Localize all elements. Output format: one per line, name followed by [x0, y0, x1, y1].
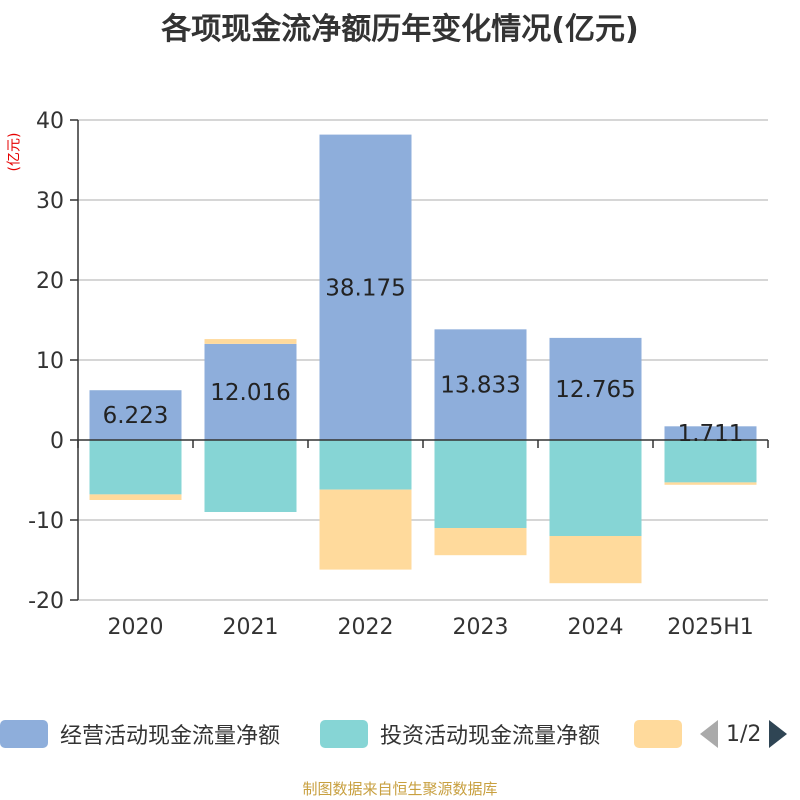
y-tick-label: 40	[36, 109, 64, 134]
bar-2024-series-0[interactable]	[549, 337, 642, 440]
bar-2020-series-2[interactable]	[89, 494, 182, 500]
grid-lines	[78, 119, 768, 601]
bar-2025H1-series-1[interactable]	[664, 440, 757, 483]
bar-2022-series-0[interactable]	[319, 134, 412, 440]
x-tick-label: 2025H1	[667, 615, 754, 640]
legend-item-operating[interactable]: 经营活动现金流量净额	[0, 716, 280, 752]
x-tick-label: 2021	[223, 615, 279, 640]
legend-swatch-operating	[0, 720, 48, 748]
legend-item-investing[interactable]: 投资活动现金流量净额	[320, 716, 600, 752]
legend-page-indicator: 1/2	[726, 721, 762, 747]
legend-label-operating: 经营活动现金流量净额	[60, 724, 281, 749]
bar-2022-series-2[interactable]	[319, 489, 412, 570]
bar-2024-series-1[interactable]	[549, 440, 642, 536]
bar-2025H1-series-0[interactable]	[664, 426, 757, 440]
bar-2023-series-2[interactable]	[434, 528, 527, 556]
bar-2021-series-2[interactable]	[204, 339, 297, 344]
legend-next-arrow-icon[interactable]	[769, 720, 788, 748]
bar-2020-series-1[interactable]	[89, 440, 182, 495]
legend-pager: 1/2	[700, 716, 788, 752]
legend-item-third[interactable]	[634, 716, 682, 752]
y-tick-label: 30	[36, 189, 64, 214]
bar-2021-series-1[interactable]	[204, 440, 297, 512]
legend-swatch-third	[634, 720, 682, 748]
data-label-2025H1: 1.711	[678, 421, 744, 447]
legend-label-investing: 投资活动现金流量净额	[380, 724, 601, 749]
data-label-2020: 6.223	[103, 403, 169, 429]
axes: -20 -10 0 10 20 30 40 2020 2021 2022 2023 2024 2025H…	[28, 109, 769, 640]
data-label-2023: 13.833	[440, 373, 520, 399]
legend-swatch-investing	[320, 720, 368, 748]
data-label-2021: 12.016	[210, 380, 290, 406]
y-tick-label: 0	[50, 429, 64, 454]
data-labels: 6.223 12.016 38.175 13.833 12.765 1.711	[103, 275, 744, 447]
x-tick-label: 2024	[568, 615, 624, 640]
x-tick-label: 2020	[108, 615, 164, 640]
x-tick-label: 2023	[453, 615, 509, 640]
y-tick-label: -20	[28, 589, 64, 614]
y-tick-label: -10	[28, 509, 64, 534]
x-tick-label: 2022	[338, 615, 394, 640]
bar-2024-series-2[interactable]	[549, 536, 642, 584]
source-note: 制图数据来自恒生聚源数据库	[302, 780, 498, 798]
bar-2023-series-0[interactable]	[434, 329, 527, 440]
bars	[89, 134, 757, 584]
bar-2025H1-series-2[interactable]	[664, 482, 757, 485]
chart-title: 各项现金流净额历年变化情况(亿元)	[161, 12, 639, 47]
bar-2023-series-1[interactable]	[434, 440, 527, 528]
bar-2021-series-0[interactable]	[204, 343, 297, 440]
data-label-2024: 12.765	[555, 377, 635, 403]
y-tick-label: 20	[36, 269, 64, 294]
bar-2022-series-1[interactable]	[319, 440, 412, 490]
y-tick-label: 10	[36, 349, 64, 374]
bar-2020-series-0[interactable]	[89, 390, 182, 440]
legend-prev-arrow-icon[interactable]	[700, 720, 718, 748]
data-label-2022: 38.175	[325, 275, 405, 301]
